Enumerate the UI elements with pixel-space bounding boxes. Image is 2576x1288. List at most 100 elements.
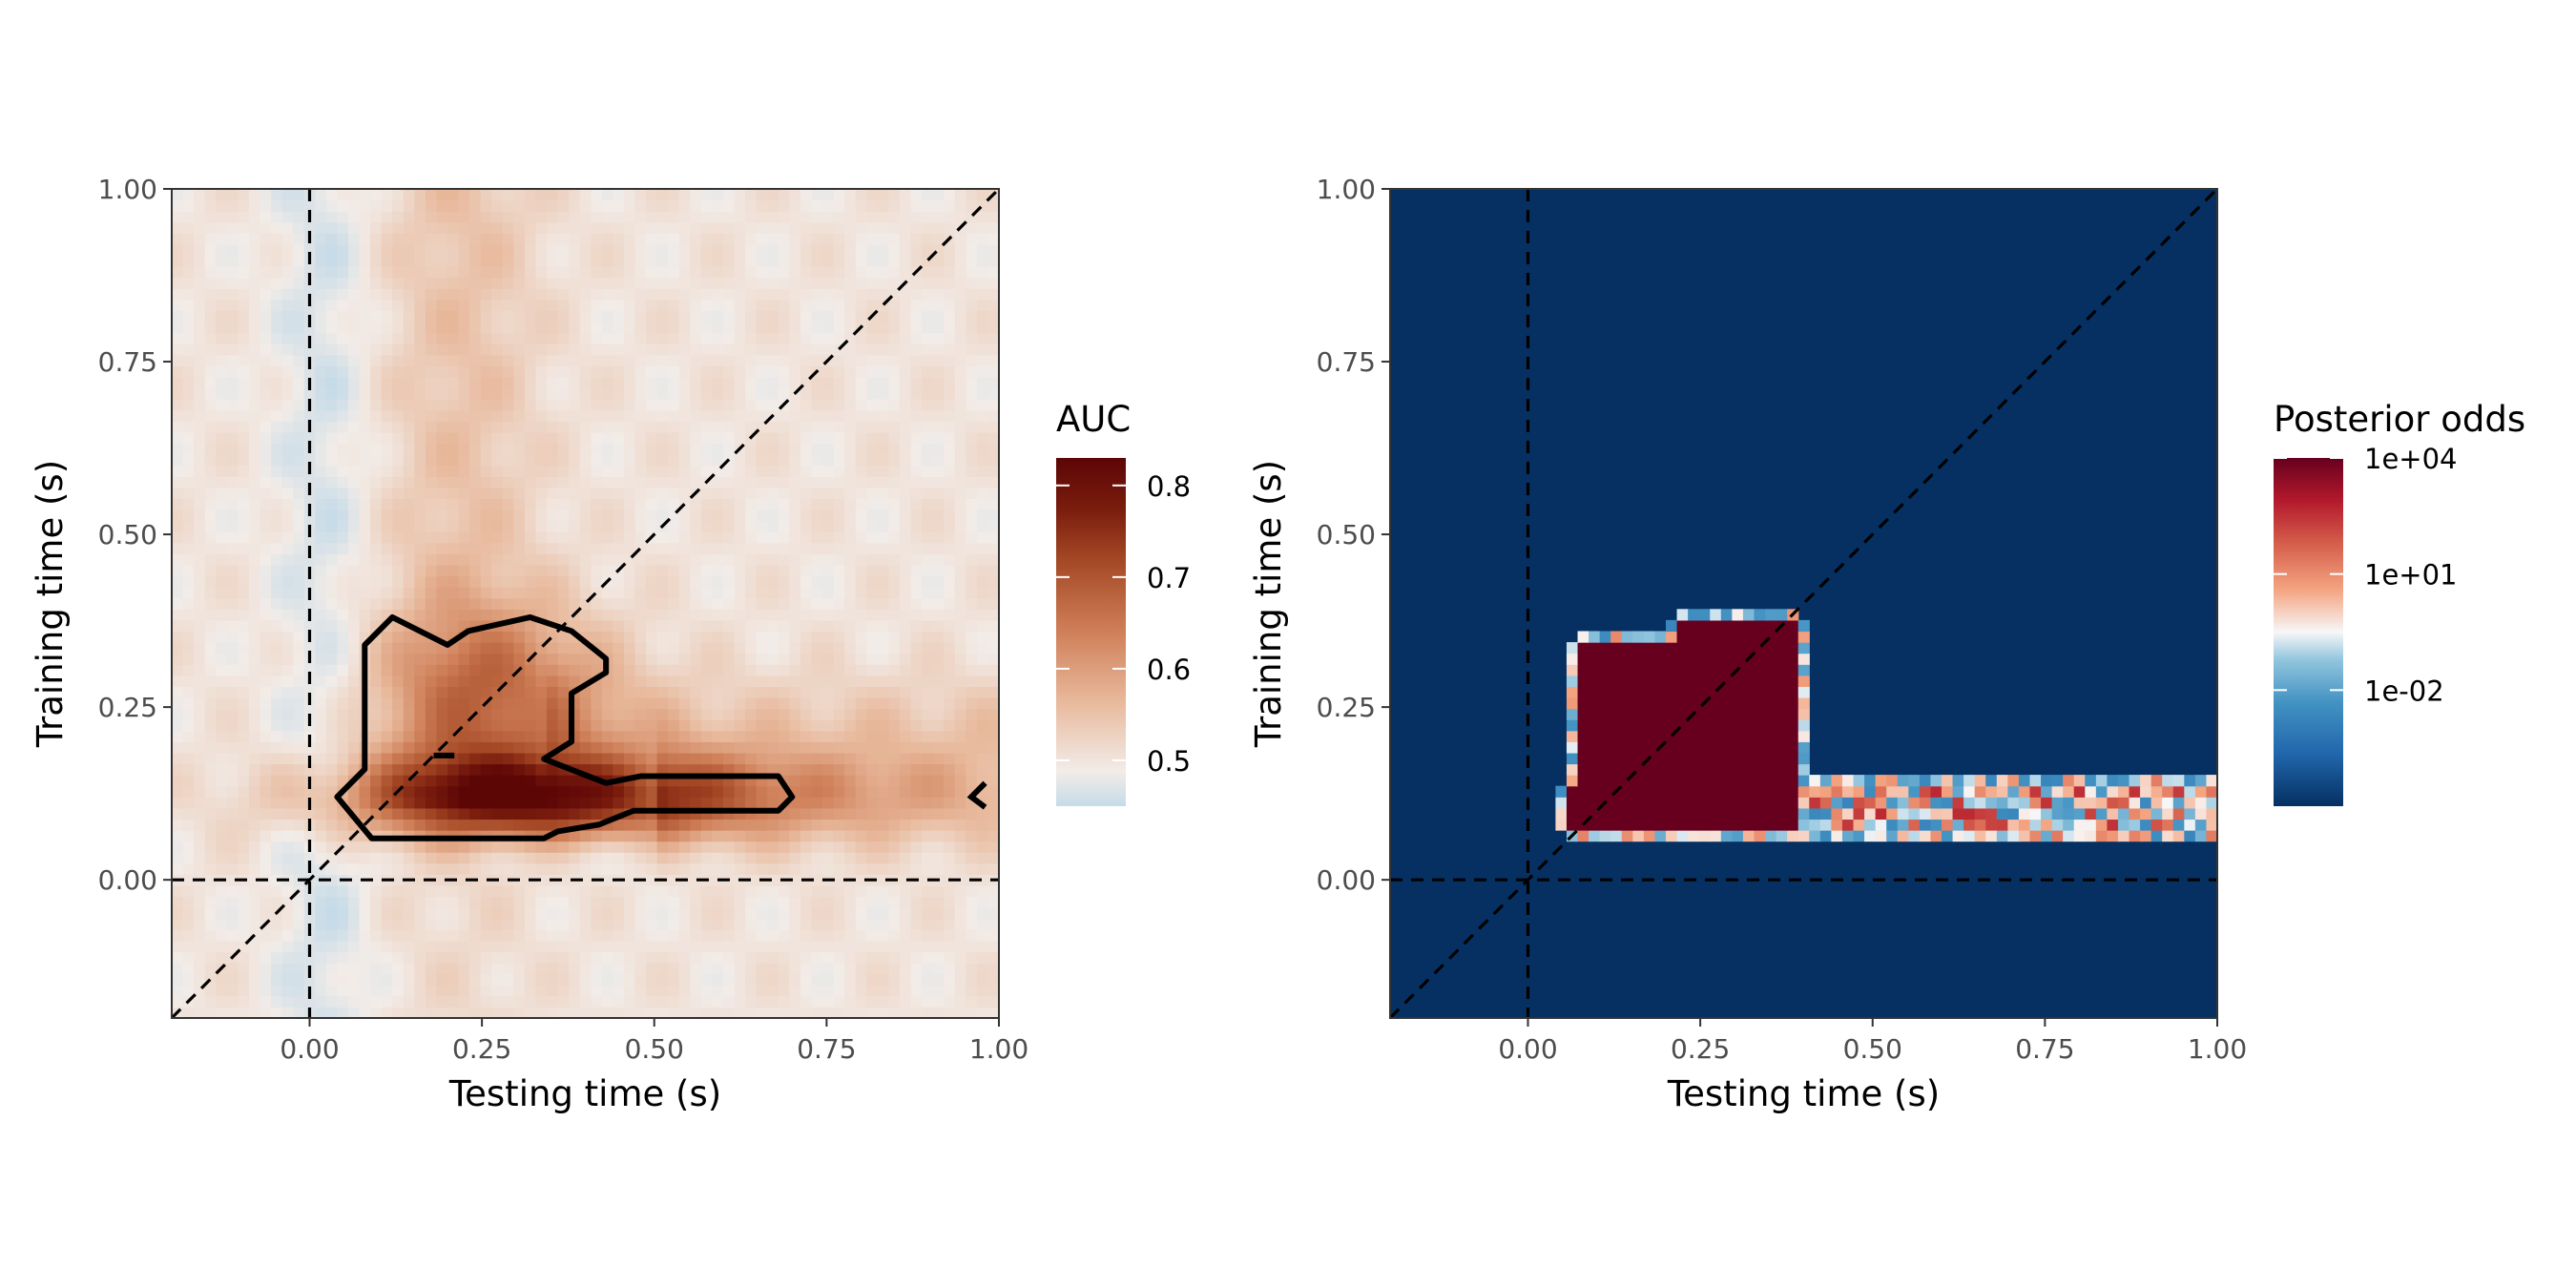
heatmap-cell <box>347 575 361 588</box>
heatmap-cell <box>745 830 758 842</box>
heatmap-cell <box>260 763 272 776</box>
heatmap-cell <box>668 487 680 500</box>
heatmap-cell <box>833 763 845 776</box>
heatmap-cell <box>469 322 482 334</box>
heatmap-cell <box>656 597 669 610</box>
heatmap-cell <box>778 907 790 920</box>
heatmap-cell <box>557 553 570 566</box>
heatmap-cell <box>447 862 460 875</box>
heatmap-cell <box>668 476 680 488</box>
heatmap-cell <box>778 520 790 532</box>
heatmap-cell <box>248 874 261 886</box>
heatmap-cell <box>601 696 613 710</box>
heatmap-cell <box>844 862 857 875</box>
heatmap-cell <box>172 454 184 467</box>
heatmap-cell <box>469 299 482 312</box>
heatmap-cell <box>690 963 702 975</box>
heatmap-cell <box>194 1007 206 1019</box>
heatmap-cell <box>700 862 714 875</box>
heatmap-cell <box>932 940 945 953</box>
heatmap-cell <box>182 332 195 344</box>
heatmap-cell <box>194 487 206 500</box>
heatmap-cell <box>932 476 945 488</box>
heatmap-cell <box>922 907 934 920</box>
heatmap-cell <box>480 564 492 577</box>
heatmap-cell <box>855 741 867 754</box>
heatmap-cell <box>767 387 779 400</box>
heatmap-cell <box>700 719 714 732</box>
heatmap-cell <box>547 862 559 875</box>
heatmap-cell <box>944 421 956 433</box>
heatmap-cell <box>855 985 867 997</box>
heatmap-cell <box>745 963 758 975</box>
heatmap-cell <box>591 431 603 445</box>
heatmap-cell <box>579 830 592 842</box>
heatmap-cell <box>745 409 758 422</box>
heatmap-cell <box>888 376 901 389</box>
heatmap-cell <box>469 443 482 455</box>
heatmap-cell <box>513 985 526 997</box>
heatmap-cell <box>381 918 393 930</box>
heatmap-cell <box>535 332 548 344</box>
heatmap-cell <box>216 841 228 853</box>
heatmap-cell <box>337 675 349 687</box>
heatmap-cell <box>734 841 746 853</box>
heatmap-cell <box>216 940 228 953</box>
heatmap-cell <box>469 465 482 477</box>
heatmap-cell <box>712 609 724 621</box>
heatmap-cell <box>392 819 405 831</box>
heatmap-cell <box>403 708 415 720</box>
heatmap-cell <box>656 907 669 920</box>
heatmap-cell <box>370 343 383 356</box>
heatmap-cell <box>458 852 470 864</box>
heatmap-cell <box>723 940 736 953</box>
heatmap-cell <box>723 609 736 621</box>
heatmap-cell <box>613 653 625 665</box>
heatmap-cell <box>822 741 835 754</box>
heatmap-cell <box>734 597 746 610</box>
heatmap-cell <box>700 399 714 411</box>
heatmap-cell <box>260 365 272 378</box>
heatmap-cell <box>238 619 250 633</box>
heatmap-cell <box>944 852 956 864</box>
heatmap-cell <box>535 542 548 554</box>
heatmap-cell <box>381 862 393 875</box>
heatmap-cell <box>944 830 956 842</box>
heatmap-cell <box>248 619 261 633</box>
heatmap-cell <box>646 995 658 1008</box>
heatmap-cell <box>932 354 945 366</box>
heatmap-cell <box>899 322 912 334</box>
heatmap-cell <box>281 686 294 698</box>
heatmap-cell <box>524 752 537 765</box>
heatmap-cell <box>469 896 482 908</box>
heatmap-cell <box>216 476 228 488</box>
heatmap-cell <box>987 343 1000 356</box>
heatmap-cell <box>954 487 966 500</box>
heatmap-cell <box>469 553 482 566</box>
heatmap-cell <box>778 918 790 930</box>
heatmap-cell <box>569 509 581 522</box>
heatmap-cell <box>557 907 570 920</box>
heatmap-cell <box>778 985 790 997</box>
heatmap-cell <box>700 884 714 898</box>
heatmap-cell <box>347 664 361 676</box>
heatmap-cell <box>370 963 383 975</box>
heatmap-cell <box>204 995 217 1008</box>
heatmap-cell <box>866 542 879 554</box>
heatmap-cell <box>954 918 966 930</box>
heatmap-cell <box>436 775 448 787</box>
heatmap-cell <box>656 343 669 356</box>
heatmap-cell <box>226 597 239 610</box>
heatmap-cell <box>800 929 813 942</box>
heatmap-cell <box>690 940 702 953</box>
heatmap-cell <box>315 575 327 588</box>
heatmap-cell <box>954 907 966 920</box>
heatmap-cell <box>513 597 526 610</box>
heatmap-cell <box>337 443 349 455</box>
heatmap-cell <box>370 1007 383 1019</box>
heatmap-cell <box>976 874 989 886</box>
heatmap-cell <box>238 387 250 400</box>
heatmap-cell <box>822 852 835 864</box>
heatmap-cell <box>877 431 889 445</box>
heatmap-cell <box>480 819 492 831</box>
